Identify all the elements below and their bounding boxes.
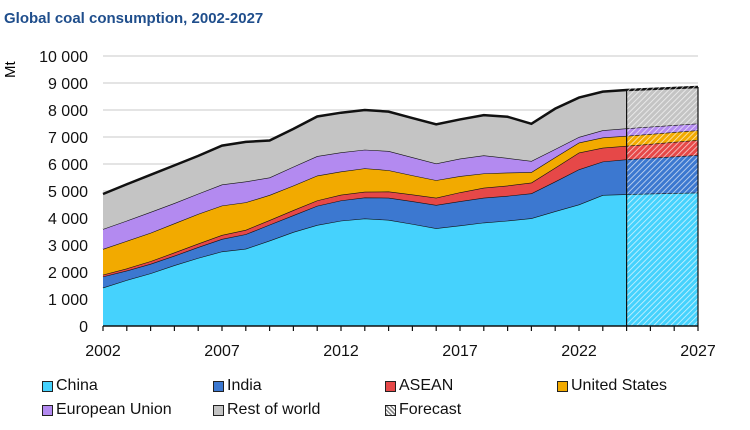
area-asean	[103, 139, 698, 277]
area-china	[103, 192, 698, 326]
x-tick-label: 2002	[85, 343, 121, 360]
y-tick-label: 1 000	[48, 292, 88, 309]
x-tick-label: 2027	[680, 343, 716, 360]
forecast-hatch-region	[626, 86, 698, 326]
legend-label: China	[56, 377, 98, 394]
y-tick-label: 0	[79, 319, 88, 336]
x-tick-label: 2022	[561, 343, 597, 360]
legend-swatch	[213, 380, 224, 392]
y-tick-label: 4 000	[48, 211, 88, 228]
area-boundary-line	[102, 85, 699, 196]
y-tick-label: 10 000	[39, 49, 88, 66]
area-india	[103, 155, 698, 288]
legend-item: Rest of world	[213, 401, 320, 419]
legend-label: Forecast	[399, 401, 462, 418]
legend-label: European Union	[56, 401, 172, 418]
y-tick-label: 2 000	[48, 265, 88, 282]
legend-item: ASEAN	[385, 377, 453, 395]
legend-label: Rest of world	[227, 401, 321, 418]
legend-swatch	[557, 380, 568, 392]
x-tick-label: 2017	[442, 343, 478, 360]
y-tick-label: 6 000	[48, 157, 88, 174]
y-tick-label: 7 000	[48, 130, 88, 147]
x-tick-label: 2012	[323, 343, 359, 360]
area-united-states	[103, 130, 698, 275]
legend-label: ASEAN	[399, 377, 454, 394]
area-european-union	[103, 123, 698, 250]
y-tick-label: 5 000	[48, 184, 88, 201]
y-tick-label: 3 000	[48, 238, 88, 255]
y-tick-label: 8 000	[48, 103, 88, 120]
legend-item: China	[42, 377, 98, 395]
legend-item: Forecast	[385, 401, 461, 419]
legend-swatch	[213, 404, 224, 416]
legend-item: India	[213, 377, 262, 395]
legend-label: United States	[571, 377, 668, 394]
legend-swatch	[42, 380, 53, 392]
legend-label: India	[227, 377, 262, 394]
legend-swatch	[42, 404, 53, 416]
legend-swatch	[385, 380, 396, 392]
area-rest-of-world	[103, 87, 698, 230]
legend-item: United States	[557, 377, 667, 395]
chart-title: Global coal consumption, 2002-2027	[4, 10, 264, 27]
x-tick-label: 2007	[204, 343, 240, 360]
y-tick-label: 9 000	[48, 76, 88, 93]
legend-swatch	[385, 404, 396, 416]
legend-item: European Union	[42, 401, 172, 419]
